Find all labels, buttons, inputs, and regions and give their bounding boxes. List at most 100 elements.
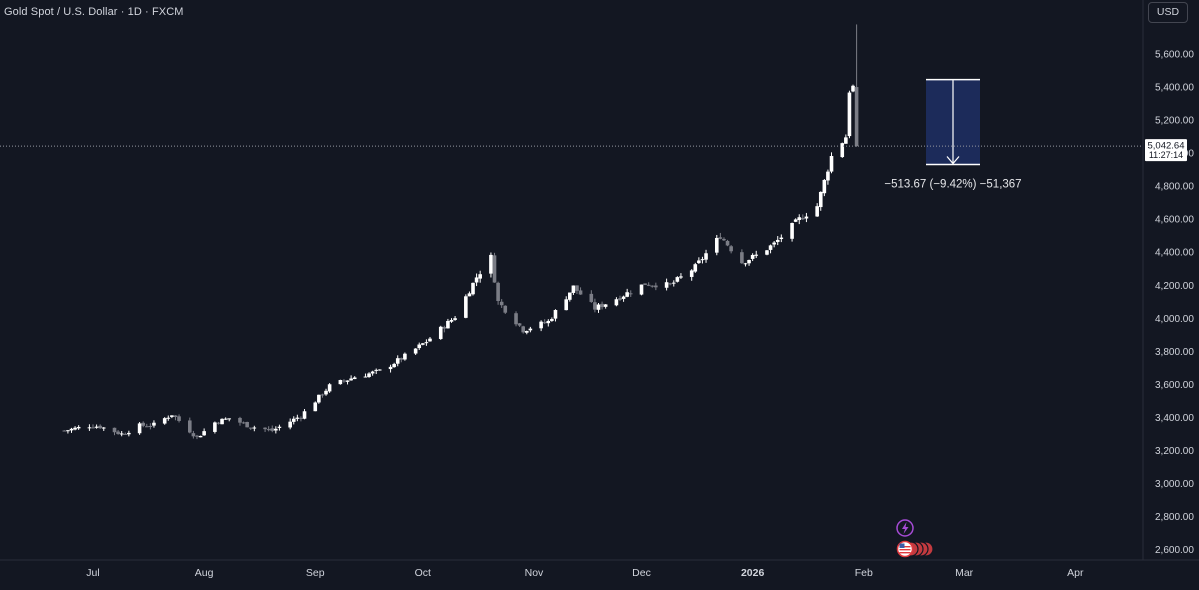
candle-body xyxy=(528,328,533,331)
candle-body xyxy=(847,92,852,137)
candle xyxy=(747,259,751,266)
lightning-icon xyxy=(896,519,914,537)
candle-body xyxy=(288,421,292,428)
candle xyxy=(320,393,325,398)
candle xyxy=(263,427,267,433)
candle-body xyxy=(112,427,117,433)
time-tick-label: Mar xyxy=(955,567,974,579)
symbol-title: Gold Spot / U.S. Dollar · 1D · FXCM xyxy=(4,6,184,18)
candle xyxy=(195,434,199,440)
candle-body xyxy=(718,237,723,239)
candle-body xyxy=(270,428,275,431)
candle-body xyxy=(743,263,748,265)
candle xyxy=(388,364,393,373)
candle-body xyxy=(489,254,493,274)
candle-body xyxy=(618,298,622,300)
candle-body xyxy=(277,426,282,428)
time-tick-label: Aug xyxy=(195,567,214,579)
candle xyxy=(313,401,318,412)
candle xyxy=(363,373,368,378)
candle xyxy=(349,375,353,381)
candle xyxy=(187,417,192,434)
price-tick-label: 2,600.00 xyxy=(1155,545,1194,556)
candle-body xyxy=(295,417,300,419)
candle-body xyxy=(274,428,278,431)
candle xyxy=(116,430,120,435)
candle xyxy=(779,234,784,243)
candle xyxy=(539,320,543,332)
candle-body xyxy=(195,435,199,437)
candle-body xyxy=(854,87,859,147)
us-flag-stripe xyxy=(899,549,911,551)
candle-body xyxy=(191,433,196,437)
candle xyxy=(679,273,683,279)
candle-body xyxy=(650,285,655,287)
candle xyxy=(338,379,343,385)
candle-body xyxy=(815,206,819,217)
candle-body xyxy=(152,422,156,426)
candle-body xyxy=(352,377,357,380)
candle-body xyxy=(320,394,325,396)
countdown-value: 11:27:14 xyxy=(1149,150,1183,160)
candle-body xyxy=(378,369,382,371)
candle-body xyxy=(173,415,178,418)
candle xyxy=(474,273,479,287)
candle-body xyxy=(144,426,149,428)
candle-body xyxy=(593,302,597,310)
candle-body xyxy=(775,239,780,242)
candle-body xyxy=(550,319,554,321)
candle-body xyxy=(568,292,572,300)
candle xyxy=(568,292,572,302)
candle xyxy=(639,284,644,296)
candle xyxy=(413,348,418,356)
candle-body xyxy=(639,284,644,295)
candle-body xyxy=(729,246,733,252)
candle-body xyxy=(467,293,472,297)
candle xyxy=(370,370,375,376)
candle xyxy=(593,298,597,313)
candle-body xyxy=(517,323,522,326)
candle-body xyxy=(779,237,784,240)
candle-body xyxy=(614,299,619,306)
candle xyxy=(618,295,622,301)
candle xyxy=(628,290,633,297)
us-flag-stripe xyxy=(899,552,911,554)
candle-body xyxy=(697,260,701,264)
candle-body xyxy=(248,427,253,429)
candle xyxy=(697,257,701,264)
candle-body xyxy=(747,259,751,264)
candle-body xyxy=(714,237,719,253)
candle-body xyxy=(700,259,705,261)
measure-tool[interactable]: −513.67 (−9.42%) −51,367 xyxy=(884,78,1022,191)
candle xyxy=(245,421,249,428)
price-tick-label: 3,800.00 xyxy=(1155,347,1194,358)
candle-body xyxy=(399,358,404,360)
candle-body xyxy=(524,330,529,333)
currency-button[interactable]: USD xyxy=(1148,2,1188,23)
candle xyxy=(550,317,554,322)
price-tick-label: 4,200.00 xyxy=(1155,281,1194,292)
candle-body xyxy=(98,425,102,429)
candle xyxy=(288,418,292,430)
candle-body xyxy=(740,252,744,264)
candle xyxy=(740,249,744,264)
candle xyxy=(801,214,805,220)
candle xyxy=(69,427,74,433)
candle-body xyxy=(754,254,759,256)
candle xyxy=(542,319,547,324)
candle-body xyxy=(589,293,594,302)
candle-body xyxy=(643,283,647,285)
candle-body xyxy=(116,431,120,435)
candle-body xyxy=(600,303,604,308)
candle-body xyxy=(324,390,328,395)
candle xyxy=(91,424,95,429)
candle xyxy=(277,424,282,431)
candle xyxy=(575,285,579,295)
candle-body xyxy=(564,299,569,311)
candle-body xyxy=(625,292,629,297)
candle xyxy=(750,253,755,262)
us-flag-canton xyxy=(899,543,905,548)
